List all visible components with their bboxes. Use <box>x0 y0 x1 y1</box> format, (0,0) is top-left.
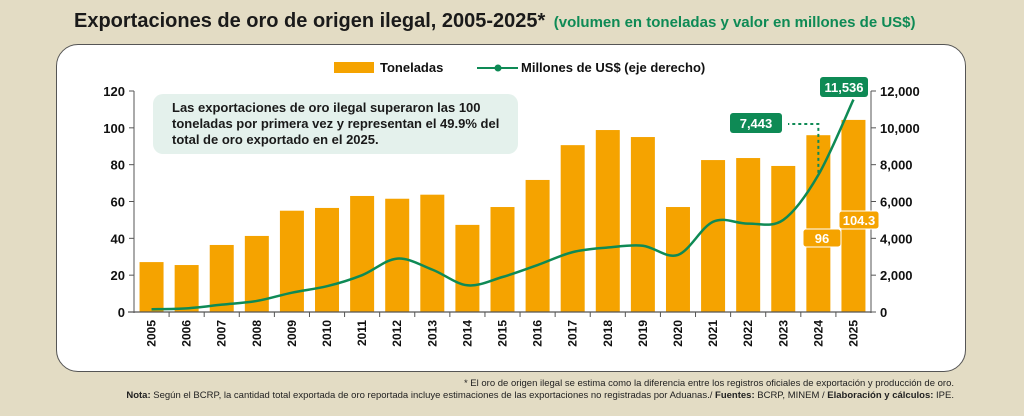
sources-label: Fuentes: <box>715 390 755 401</box>
callout-text: Las exportaciones de oro ilegal superaro… <box>172 100 500 147</box>
bar-2015 <box>490 207 515 312</box>
right-tick-label: 0 <box>880 305 887 320</box>
bar-2022 <box>736 158 761 312</box>
x-tick-label-2005: 2005 <box>145 320 159 347</box>
legend-swatch-bar <box>334 62 374 73</box>
x-tick-label-2021: 2021 <box>706 320 720 347</box>
x-tick-label-2013: 2013 <box>425 320 439 347</box>
bar-2019 <box>630 137 655 312</box>
line-label-bg-2025 <box>820 77 868 97</box>
right-tick-label: 6,000 <box>880 195 913 210</box>
left-tick-label: 0 <box>118 305 125 320</box>
x-tick-label-2015: 2015 <box>496 320 510 347</box>
x-tick-label-2011: 2011 <box>355 320 369 346</box>
line-label-bg-2024 <box>730 113 782 133</box>
sources-text: BCRP, MINEM / <box>754 390 828 401</box>
elab-label: Elaboración y cálculos: <box>827 390 934 401</box>
bar-2010 <box>315 207 340 312</box>
x-tick-label-2012: 2012 <box>390 320 404 347</box>
bar-2024 <box>806 135 831 312</box>
title-main: Exportaciones de oro de origen ilegal, 2… <box>74 10 546 32</box>
x-tick-label-2018: 2018 <box>601 320 615 347</box>
bar-2007 <box>209 244 234 312</box>
left-tick-label: 40 <box>111 231 125 246</box>
bar-label-bg-2024 <box>802 228 842 248</box>
x-tick-label-2008: 2008 <box>250 320 264 347</box>
x-tick-label-2022: 2022 <box>741 320 755 347</box>
legend-label-usd: Millones de US$ (eje derecho) <box>521 60 705 75</box>
leader-2024 <box>788 123 820 173</box>
left-tick-label: 20 <box>111 268 125 283</box>
bar-2023 <box>771 165 796 312</box>
bar-2008 <box>244 235 269 312</box>
bar-2020 <box>665 207 690 312</box>
source-note: Nota: Según el BCRP, la cantidad total e… <box>126 390 954 401</box>
x-tick-label-2024: 2024 <box>811 320 825 347</box>
bar-2017 <box>560 145 585 312</box>
x-tick-label-2019: 2019 <box>636 320 650 347</box>
bar-2014 <box>455 224 480 312</box>
x-tick-label-2023: 2023 <box>776 320 790 347</box>
x-tick-label-2017: 2017 <box>566 320 580 347</box>
callout-box <box>153 94 518 154</box>
note-label: Nota: <box>126 390 151 401</box>
x-tick-label-2020: 2020 <box>671 320 685 347</box>
left-tick-label: 120 <box>103 84 125 99</box>
x-tick-label-2014: 2014 <box>460 320 474 347</box>
right-tick-label: 4,000 <box>880 231 913 246</box>
x-tick-label-2007: 2007 <box>215 320 229 347</box>
bar-2013 <box>420 194 445 312</box>
right-tick-label: 2,000 <box>880 268 913 283</box>
bar-label-bg-2025 <box>838 210 880 230</box>
left-tick-label: 60 <box>111 195 125 210</box>
right-tick-label: 10,000 <box>880 121 920 136</box>
x-tick-label-2010: 2010 <box>320 320 334 347</box>
bar-2011 <box>350 195 375 312</box>
bar-2016 <box>525 179 550 312</box>
left-tick-label: 80 <box>111 158 125 173</box>
bar-label-2024: 96 <box>815 231 829 246</box>
left-tick-label: 100 <box>103 121 125 136</box>
x-tick-label-2006: 2006 <box>180 320 194 347</box>
line-series-usd <box>151 99 855 311</box>
bar-2005 <box>139 262 164 312</box>
bar-label-2025: 104.3 <box>843 213 876 228</box>
note-text: Según el BCRP, la cantidad total exporta… <box>150 390 716 401</box>
footnote: * El oro de origen ilegal se estima como… <box>463 378 954 389</box>
title-subtitle: (volumen en toneladas y valor en millone… <box>553 14 916 31</box>
x-tick-label-2016: 2016 <box>531 320 545 347</box>
bar-2009 <box>279 210 304 312</box>
elab-text: IPE. <box>933 390 954 401</box>
bar-2018 <box>595 130 620 312</box>
line-label-2025: 11,536 <box>824 80 863 95</box>
legend-swatch-marker <box>494 64 502 72</box>
chart-title: Exportaciones de oro de origen ilegal, 2… <box>74 10 916 33</box>
right-tick-label: 8,000 <box>880 158 913 173</box>
x-tick-label-2009: 2009 <box>285 320 299 347</box>
bar-2012 <box>385 198 410 312</box>
legend-label-toneladas: Toneladas <box>380 60 443 75</box>
bar-2021 <box>701 160 726 312</box>
right-tick-label: 12,000 <box>880 84 920 99</box>
line-label-2024: 7,443 <box>740 116 773 131</box>
bar-2006 <box>174 265 199 312</box>
x-tick-label-2025: 2025 <box>846 320 860 347</box>
